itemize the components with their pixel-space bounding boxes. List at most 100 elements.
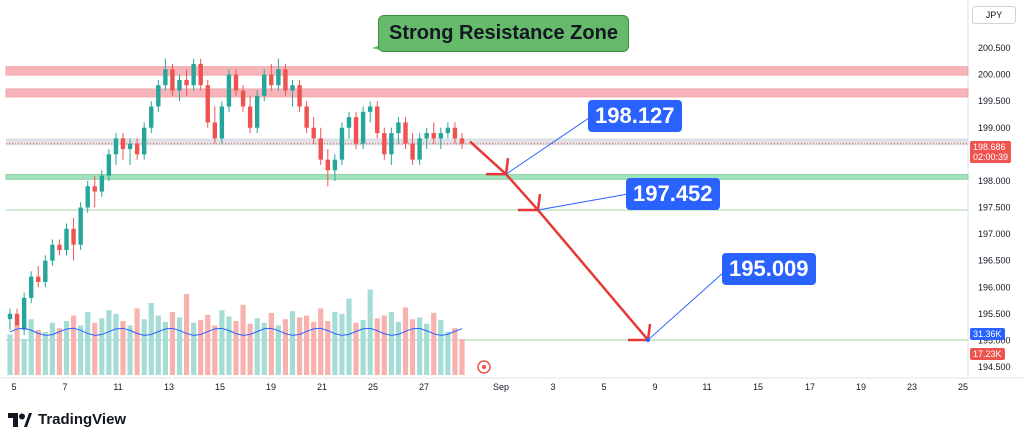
volume-bar [233, 321, 239, 375]
x-tick-label: 9 [652, 382, 657, 392]
x-tick-label: 5 [11, 382, 16, 392]
candle-body [85, 186, 90, 208]
jump-realtime-icon-dot [481, 364, 487, 370]
candle-body [269, 74, 274, 86]
resistance-zone-label: Strong Resistance Zone [378, 15, 629, 52]
projection-arrow-segment [505, 173, 539, 211]
target-callout-3: 195.009 [722, 253, 816, 285]
current-price-band [6, 138, 968, 146]
volume-bar [134, 308, 140, 375]
candle-body [127, 143, 133, 150]
candle-body [382, 133, 387, 155]
tradingview-logo[interactable]: TradingView [8, 411, 126, 428]
x-tick-label: 27 [419, 382, 429, 392]
candle-body [290, 85, 295, 91]
callout-leader-2 [537, 193, 629, 211]
x-tick-label: 11 [702, 382, 711, 392]
candle-body [318, 138, 323, 160]
currency-label[interactable]: JPY [972, 6, 1016, 24]
projection-arrow-segment [537, 209, 649, 341]
candle-body [205, 85, 210, 123]
resistance-zone-upper [5, 66, 969, 76]
volume-bar [304, 315, 310, 375]
y-tick-label: 198.000 [978, 176, 1011, 186]
candle-body [424, 133, 429, 139]
candle-body [325, 159, 331, 171]
candle-body [311, 127, 316, 139]
candle-body [177, 79, 182, 91]
callout-leader-1 [505, 115, 593, 175]
tradingview-icon [8, 412, 32, 427]
volume-bar [191, 322, 197, 375]
x-tick-label: 3 [550, 382, 555, 392]
candle-body [141, 127, 147, 155]
candle-body [226, 74, 232, 107]
projection-arrow-segment [469, 140, 507, 176]
volume-bar [14, 325, 20, 375]
volume-bar [339, 313, 345, 375]
x-tick-label: Sep [493, 382, 509, 392]
volume-bar [381, 315, 387, 375]
candle-body [254, 95, 260, 128]
volume-bar [35, 330, 41, 375]
volume-bar [148, 303, 154, 375]
candle-body [452, 127, 458, 139]
volume-bar [459, 339, 465, 375]
x-tick-label: 15 [215, 382, 225, 392]
candle-body [283, 69, 288, 91]
candle-body [389, 133, 394, 155]
y-tick-label: 197.000 [978, 229, 1011, 239]
candle-body [21, 297, 27, 330]
candle-body [43, 260, 48, 282]
candle-body [431, 133, 436, 139]
resistance-zone-lower [5, 88, 969, 98]
volume-bar [176, 317, 183, 375]
candle-body [134, 143, 140, 155]
candle-body [438, 133, 444, 139]
volume-bar [268, 312, 274, 375]
volume-bar [127, 325, 133, 375]
volume-bar [402, 307, 409, 375]
volume-bar [247, 323, 253, 375]
volume-bar [275, 325, 281, 375]
brand-name: TradingView [38, 411, 127, 428]
x-tick-label: 15 [753, 382, 763, 392]
volume-bar [106, 310, 112, 375]
volume-bar [332, 312, 338, 375]
volume-bar [388, 312, 394, 375]
candle-body [410, 143, 415, 160]
y-tick-label: 199.500 [978, 96, 1011, 106]
volume-bar [424, 323, 430, 375]
x-tick-label: 17 [805, 382, 815, 392]
volume-bar [395, 321, 402, 375]
candle-body [219, 106, 225, 139]
candle-body [346, 117, 352, 128]
volume-bar [7, 334, 13, 375]
candle-body [367, 106, 373, 112]
candle-body [113, 138, 119, 155]
volume-bar [141, 319, 147, 375]
volume-bar [254, 318, 260, 375]
volume-bar [438, 320, 444, 375]
x-tick-label: 21 [317, 382, 327, 392]
volume-bar [21, 339, 27, 375]
volume-bar [219, 310, 225, 375]
volume-bar [56, 328, 63, 375]
y-tick-label: 194.500 [978, 362, 1011, 372]
volume-bar [431, 312, 437, 375]
volume-bar [85, 312, 91, 375]
volume-ma-tag: 31.36K [970, 328, 1005, 340]
volume-bar [240, 304, 246, 375]
volume-bar [28, 319, 34, 375]
x-tick-label: 19 [856, 382, 866, 392]
volume-bar [113, 313, 119, 375]
callout-leader-3 [647, 271, 725, 341]
volume-bar [70, 315, 77, 375]
candle-body [156, 85, 161, 107]
x-tick-label: 25 [368, 382, 378, 392]
candle-body [149, 106, 154, 128]
volume-bar [92, 322, 98, 375]
current-price: 198.686 [973, 142, 1006, 152]
volume-bar [289, 311, 296, 375]
